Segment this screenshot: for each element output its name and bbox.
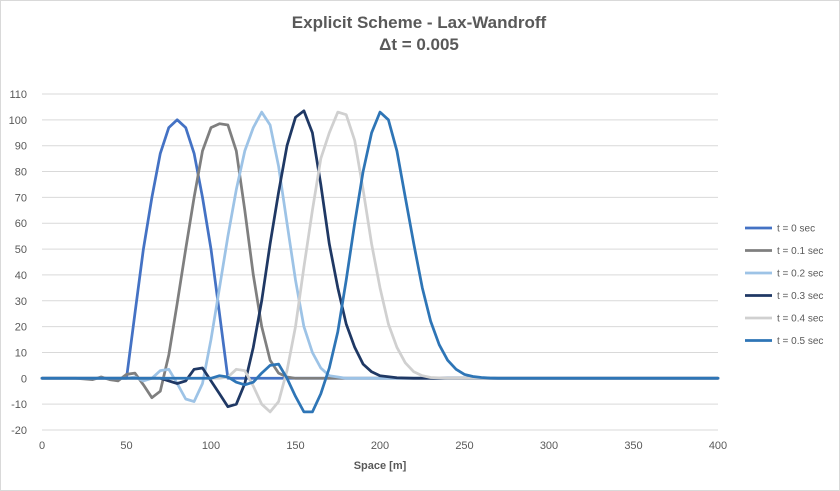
y-tick-label: -10 — [11, 399, 27, 411]
y-axis-ticks: -20 -10 0 10 20 30 40 50 60 70 80 90 100 110 — [9, 89, 27, 437]
y-tick-label: 50 — [15, 244, 27, 256]
x-tick-label: 300 — [540, 440, 558, 452]
y-tick-label: 110 — [9, 89, 27, 101]
legend-label-5: t = 0.5 sec — [777, 336, 823, 347]
legend-label-0: t = 0 sec — [777, 224, 815, 235]
chart-title: Explicit Scheme - Lax-Wandroff — [291, 13, 547, 32]
x-axis-label: Space [m] — [354, 460, 407, 472]
legend: t = 0 sec t = 0.1 sec t = 0.2 sec t = 0.3 s… — [745, 224, 823, 347]
y-tick-label: 70 — [15, 192, 27, 204]
chart-title-block: Explicit Scheme - Lax-Wandroff Δt = 0.00… — [0, 12, 838, 56]
series-line-2 — [40, 110, 720, 403]
y-tick-label: 10 — [15, 347, 27, 359]
y-tick-label: 20 — [15, 322, 27, 334]
x-axis-ticks: 0 50 100 150 200 250 300 350 400 — [39, 440, 727, 452]
y-tick-label: 0 — [21, 373, 27, 385]
y-tick-label: 60 — [15, 218, 27, 230]
legend-label-1: t = 0.1 sec — [777, 246, 823, 257]
x-tick-label: 50 — [120, 440, 132, 452]
x-tick-label: 400 — [709, 440, 727, 452]
x-tick-label: 150 — [286, 440, 304, 452]
legend-label-2: t = 0.2 sec — [777, 269, 823, 280]
y-tick-label: 40 — [15, 270, 27, 282]
y-tick-label: 100 — [9, 115, 27, 127]
y-tick-label: 30 — [15, 296, 27, 308]
series-line-4 — [40, 110, 720, 414]
series-lines — [40, 109, 720, 414]
legend-label-4: t = 0.4 sec — [777, 314, 823, 325]
x-tick-label: 200 — [371, 440, 389, 452]
series-line-5 — [40, 110, 720, 414]
x-tick-label: 0 — [39, 440, 45, 452]
y-tick-label: 80 — [15, 167, 27, 179]
legend-label-3: t = 0.3 sec — [777, 291, 823, 302]
y-tick-label: 90 — [15, 141, 27, 153]
y-tick-label: -20 — [11, 425, 27, 437]
x-tick-label: 250 — [455, 440, 473, 452]
x-tick-label: 350 — [624, 440, 642, 452]
x-tick-label: 100 — [202, 440, 220, 452]
series-line-3 — [40, 109, 720, 409]
series-line-1 — [40, 122, 720, 400]
chart-subtitle: Δt = 0.005 — [379, 35, 459, 54]
